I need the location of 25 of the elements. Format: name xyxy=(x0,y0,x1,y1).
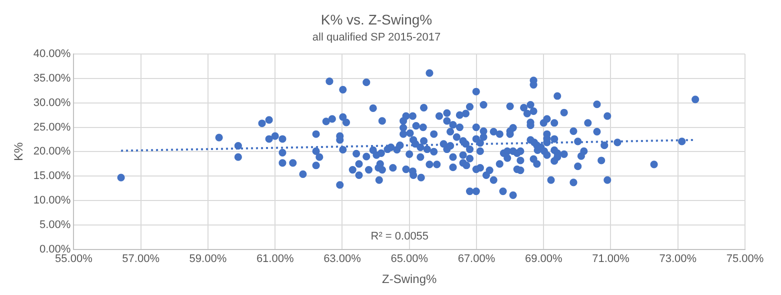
x-tick-label: 71.00% xyxy=(592,253,630,266)
y-tick-label: 25.00% xyxy=(33,121,71,134)
x-tick-label: 75.00% xyxy=(726,253,764,266)
x-tick-label: 69.00% xyxy=(524,253,562,266)
x-tick-label: 65.00% xyxy=(390,253,428,266)
y-tick-label: 0.00% xyxy=(40,243,71,256)
chart-subtitle: all qualified SP 2015-2017 xyxy=(312,31,441,44)
annotation: R² = 0.0055 xyxy=(370,230,429,242)
x-tick-label: 59.00% xyxy=(189,253,227,266)
x-tick-label: 73.00% xyxy=(659,253,697,266)
x-tick-label: 61.00% xyxy=(256,253,294,266)
y-tick-label: 10.00% xyxy=(33,194,71,207)
y-tick-label: 35.00% xyxy=(33,72,71,84)
x-tick-label: 63.00% xyxy=(324,253,362,266)
x-axis-title: Z-Swing% xyxy=(382,272,438,286)
y-tick-label: 20.00% xyxy=(33,146,71,158)
y-axis-title: K% xyxy=(12,142,26,162)
x-tick-label: 67.00% xyxy=(458,253,496,266)
x-tick-label: 55.00% xyxy=(55,253,93,266)
y-tick-label: 5.00% xyxy=(40,219,71,232)
y-tick-label: 15.00% xyxy=(33,170,71,182)
chart-title: K% vs. Z-Swing% xyxy=(320,11,432,28)
x-tick-label: 57.00% xyxy=(122,253,160,266)
y-tick-label: 40.00% xyxy=(33,48,71,60)
y-tick-label: 30.00% xyxy=(33,96,71,109)
